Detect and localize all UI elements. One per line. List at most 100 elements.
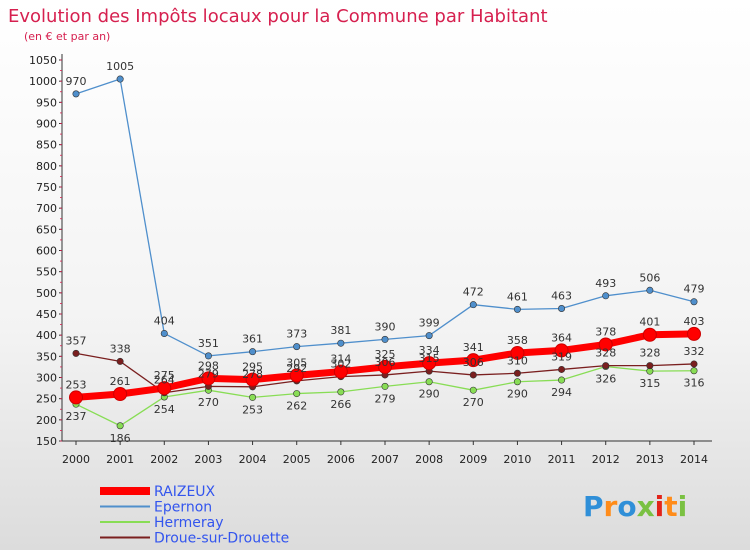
data-point <box>293 390 301 398</box>
data-label: 298 <box>198 359 219 372</box>
y-tick-label: 300 <box>36 372 57 385</box>
data-point <box>201 371 216 386</box>
data-label: 506 <box>639 271 660 284</box>
data-point <box>513 378 521 386</box>
data-label: 254 <box>154 403 175 416</box>
data-point <box>249 393 257 401</box>
data-point <box>69 390 83 405</box>
data-label: 361 <box>242 333 263 346</box>
data-label: 358 <box>507 334 528 347</box>
data-label: 290 <box>419 388 440 401</box>
chart-title: Evolution des Impôts locaux pour la Comm… <box>8 6 548 27</box>
y-tick-label: 150 <box>36 435 57 448</box>
data-point <box>687 326 701 341</box>
x-tick-label: 2011 <box>548 453 576 466</box>
data-label: 294 <box>551 386 572 399</box>
data-label: 237 <box>66 410 87 423</box>
y-tick-label: 250 <box>36 393 57 406</box>
data-label: 315 <box>419 352 440 365</box>
data-point <box>646 362 654 370</box>
data-point <box>469 371 477 379</box>
data-label: 390 <box>375 320 396 333</box>
data-point <box>72 349 80 357</box>
legend-entry: RAIZEUX <box>154 484 216 500</box>
data-label: 341 <box>463 341 484 354</box>
y-tick-label: 200 <box>36 414 57 427</box>
y-tick-label: 550 <box>36 266 57 279</box>
data-label: 186 <box>110 432 131 445</box>
data-label: 290 <box>507 388 528 401</box>
x-tick-label: 2010 <box>503 453 531 466</box>
x-tick-label: 2002 <box>150 453 178 466</box>
y-tick-label: 450 <box>36 308 57 321</box>
data-point <box>513 369 521 377</box>
data-point <box>558 365 566 373</box>
data-point <box>116 357 124 365</box>
data-point <box>289 368 304 383</box>
data-point <box>116 422 124 430</box>
data-point <box>642 327 657 342</box>
data-label: 270 <box>463 396 484 409</box>
data-label: 305 <box>286 356 307 369</box>
data-label: 338 <box>110 342 131 355</box>
data-point <box>337 339 345 347</box>
x-tick-label: 2004 <box>239 453 267 466</box>
data-point <box>381 382 389 390</box>
data-label: 357 <box>66 334 87 347</box>
y-tick-label: 1000 <box>29 75 57 88</box>
data-point <box>116 75 124 83</box>
data-label: 270 <box>198 396 219 409</box>
data-label: 401 <box>639 316 660 329</box>
proxiti-logo: Proxiti <box>583 490 687 523</box>
data-point <box>554 343 569 358</box>
data-label: 364 <box>551 331 572 344</box>
logo-letter: t <box>664 490 677 523</box>
data-point <box>469 301 477 309</box>
logo-letter: r <box>604 490 618 523</box>
data-label: 279 <box>375 392 396 405</box>
legend-entry: Epernon <box>154 500 212 516</box>
data-label: 319 <box>551 350 572 363</box>
data-label: 261 <box>110 375 131 388</box>
logo-letter: i <box>678 490 688 523</box>
data-point <box>157 381 172 396</box>
data-label: 404 <box>154 314 175 327</box>
data-point <box>602 292 610 300</box>
y-tick-label: 500 <box>36 287 57 300</box>
data-label: 315 <box>639 377 660 390</box>
data-label: 332 <box>684 345 705 358</box>
x-tick-label: 2013 <box>636 453 664 466</box>
data-label: 351 <box>198 337 219 350</box>
x-tick-label: 2008 <box>415 453 443 466</box>
data-point <box>337 388 345 396</box>
x-tick-label: 2014 <box>680 453 708 466</box>
data-point <box>113 387 128 402</box>
data-label: 279 <box>198 367 219 380</box>
data-label: 306 <box>375 356 396 369</box>
x-tick-label: 2009 <box>459 453 487 466</box>
data-label: 292 <box>286 362 307 375</box>
data-label: 328 <box>639 347 660 360</box>
data-label: 472 <box>463 286 484 299</box>
data-point <box>381 335 389 343</box>
y-tick-label: 1050 <box>29 54 57 67</box>
data-point <box>510 345 525 360</box>
data-point <box>245 372 260 387</box>
logo-letter: o <box>617 490 636 523</box>
data-label: 310 <box>507 354 528 367</box>
data-point <box>690 367 698 375</box>
y-tick-label: 900 <box>36 118 57 131</box>
data-point <box>558 376 566 384</box>
data-point <box>598 337 613 352</box>
data-point <box>160 329 168 337</box>
y-tick-label: 400 <box>36 329 57 342</box>
data-label: 316 <box>684 377 705 390</box>
data-point <box>469 386 477 394</box>
data-label: 295 <box>242 361 263 374</box>
data-label: 399 <box>419 317 440 330</box>
data-point <box>293 343 301 351</box>
data-label: 493 <box>595 277 616 290</box>
data-label: 262 <box>286 400 307 413</box>
legend-entry: Hermeray <box>154 515 224 531</box>
